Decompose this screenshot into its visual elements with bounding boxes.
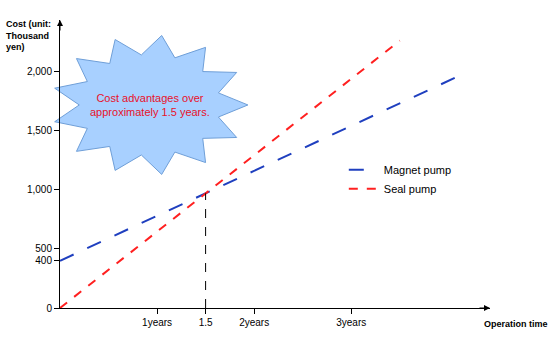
svg-text:Operation time: Operation time <box>484 319 548 329</box>
svg-text:2,000: 2,000 <box>27 66 52 77</box>
svg-text:0: 0 <box>46 303 52 314</box>
svg-text:2years: 2years <box>239 317 269 328</box>
svg-text:400: 400 <box>35 255 52 266</box>
svg-text:3years: 3years <box>336 317 366 328</box>
svg-text:Magnet pump: Magnet pump <box>384 164 451 176</box>
svg-text:1.5: 1.5 <box>199 317 213 328</box>
svg-text:1,000: 1,000 <box>27 184 52 195</box>
svg-text:1,500: 1,500 <box>27 125 52 136</box>
svg-text:Seal pump: Seal pump <box>384 183 437 195</box>
svg-text:1years: 1years <box>142 317 172 328</box>
svg-text:500: 500 <box>35 243 52 254</box>
svg-text:Cost (unit:Thousandyen): Cost (unit:Thousandyen) <box>6 19 51 52</box>
svg-text:Cost advantages overapproximat: Cost advantages overapproximately 1.5 ye… <box>90 92 210 118</box>
